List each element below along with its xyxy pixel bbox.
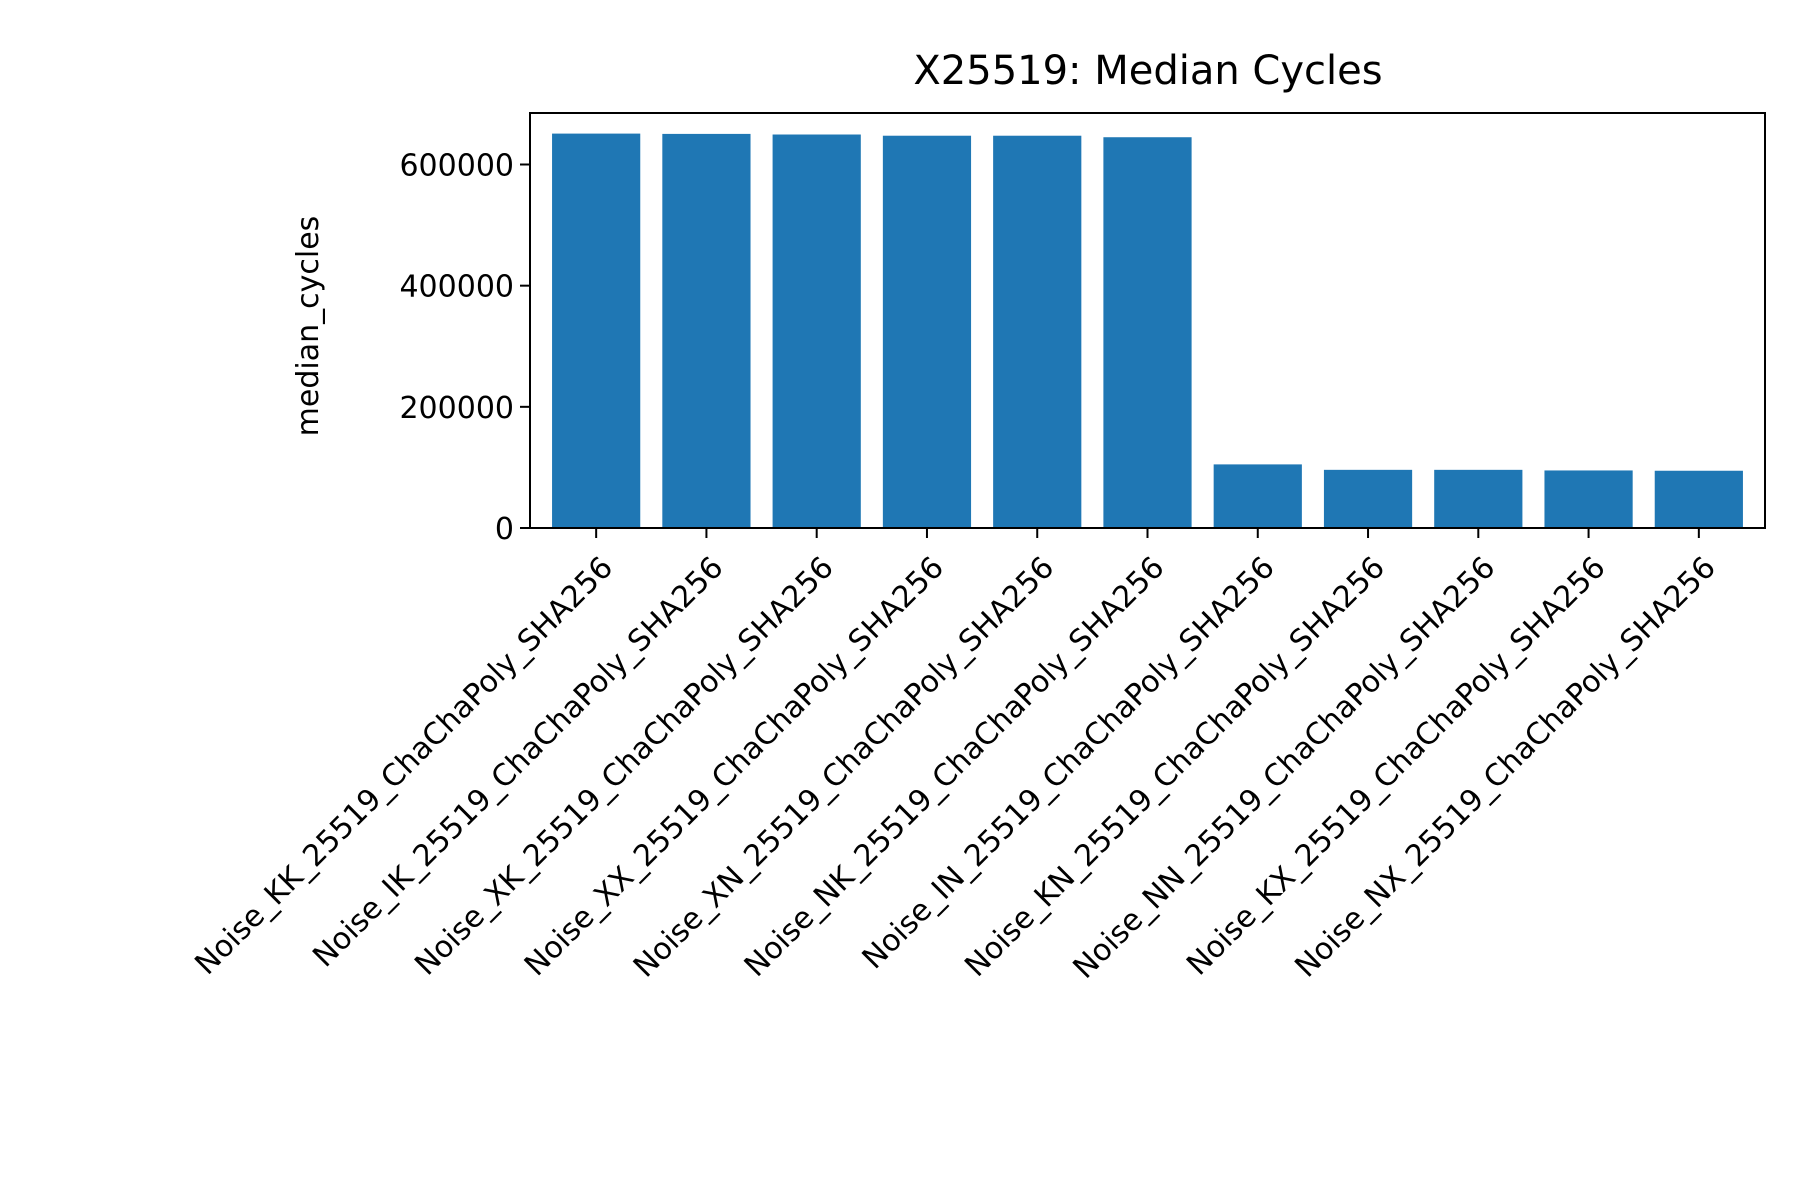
x-tick-label: Noise_KN_25519_ChaChaPoly_SHA256 <box>958 550 1392 984</box>
y-tick-label: 400000 <box>399 270 514 305</box>
x-tick-label: Noise_XX_25519_ChaChaPoly_SHA256 <box>518 550 951 983</box>
y-ticks-layer: 0 200000 400000 600000 <box>399 148 530 547</box>
x-tick-label: Noise_IK_25519_ChaChaPoly_SHA256 <box>306 550 730 974</box>
x-tick-label: Noise_NX_25519_ChaChaPoly_SHA256 <box>1288 550 1722 984</box>
y-axis-label: median_cycles <box>291 216 326 437</box>
x-tick-label: Noise_KK_25519_ChaChaPoly_SHA256 <box>188 550 620 982</box>
bar-9 <box>1544 470 1633 528</box>
bar-5 <box>1103 137 1192 529</box>
bar-0 <box>552 133 641 528</box>
plot-frame <box>529 112 1766 529</box>
bar-8 <box>1434 469 1523 528</box>
bar-10 <box>1654 470 1743 528</box>
x-tick-label: Noise_NN_25519_ChaChaPoly_SHA256 <box>1067 550 1503 986</box>
y-tick-label: 0 <box>495 512 514 547</box>
bars-layer <box>552 133 1743 529</box>
bar-1 <box>662 133 751 528</box>
x-tick-label: Noise_XK_25519_ChaChaPoly_SHA256 <box>408 550 840 982</box>
bar-3 <box>882 135 972 528</box>
bar-7 <box>1323 469 1413 528</box>
chart-title: X25519: Median Cycles <box>913 48 1382 94</box>
x-tick-label: Noise_NK_25519_ChaChaPoly_SHA256 <box>738 550 1172 984</box>
y-tick-label: 600000 <box>399 148 514 183</box>
x-ticks-layer: Noise_KK_25519_ChaChaPoly_SHA256Noise_IK… <box>188 528 1723 986</box>
x-tick-label: Noise_XN_25519_ChaChaPoly_SHA256 <box>627 550 1061 984</box>
bar-6 <box>1213 464 1302 528</box>
bar-4 <box>993 135 1082 528</box>
x-tick-label: Noise_KX_25519_ChaChaPoly_SHA256 <box>1180 550 1612 982</box>
x-tick-label: Noise_IN_25519_ChaChaPoly_SHA256 <box>856 550 1282 976</box>
bar-2 <box>772 134 861 528</box>
y-tick-label: 200000 <box>399 391 514 426</box>
